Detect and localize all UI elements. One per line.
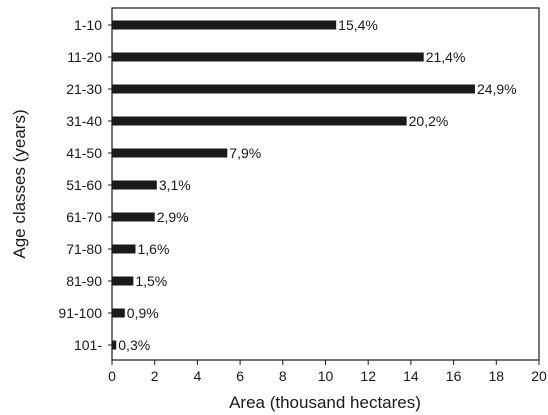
data-label-71-80: 1,6%	[137, 241, 169, 257]
data-label-101-: 0,3%	[118, 337, 150, 353]
y-tick-label-41-50: 41-50	[66, 145, 102, 161]
x-tick-label-14: 14	[403, 368, 419, 384]
y-tick-labels: 1-10 11-20 21-30 31-40 41-50 51-60 61-70 71-80 8…	[58, 17, 112, 353]
x-axis: 0 2 4 6 8 10 12 14 16 18 20	[108, 360, 547, 384]
bar-61-70	[112, 212, 155, 222]
x-tick-label-10: 10	[318, 368, 334, 384]
y-tick-label-91-100: 91-100	[58, 305, 102, 321]
y-tick-label-1-10: 1-10	[74, 17, 102, 33]
data-label-41-50: 7,9%	[229, 145, 261, 161]
bar-51-60	[112, 180, 157, 190]
data-label-81-90: 1,5%	[135, 273, 167, 289]
plot-frame	[111, 7, 540, 361]
y-tick-label-81-90: 81-90	[66, 273, 102, 289]
data-label-51-60: 3,1%	[159, 177, 191, 193]
x-tick-label-18: 18	[489, 368, 505, 384]
x-tick-label-8: 8	[279, 368, 287, 384]
x-tick-label-2: 2	[151, 368, 159, 384]
data-label-61-70: 2,9%	[157, 209, 189, 225]
y-tick-label-51-60: 51-60	[66, 177, 102, 193]
y-tick-label-31-40: 31-40	[66, 113, 102, 129]
y-tick-label-61-70: 61-70	[66, 209, 102, 225]
bars-group: 15,4% 21,4% 24,9% 20,2% 7,9% 3,1% 2,9% 1,6% 1,5%…	[112, 17, 517, 353]
y-tick-label-21-30: 21-30	[66, 81, 102, 97]
bar-21-30	[112, 84, 475, 94]
data-label-1-10: 15,4%	[338, 17, 378, 33]
data-label-11-20: 21,4%	[426, 49, 466, 65]
x-tick-label-12: 12	[360, 368, 376, 384]
data-label-91-100: 0,9%	[127, 305, 159, 321]
y-tick-label-101-: 101-	[74, 337, 102, 353]
bar-31-40	[112, 116, 407, 126]
bar-1-10	[112, 20, 337, 30]
bar-71-80	[112, 244, 136, 254]
x-tick-label-0: 0	[108, 368, 116, 384]
y-tick-label-11-20: 11-20	[67, 49, 102, 65]
bar-11-20	[112, 52, 424, 62]
y-axis-title: Age classes (years)	[10, 109, 29, 258]
data-label-21-30: 24,9%	[477, 81, 517, 97]
x-tick-label-16: 16	[446, 368, 462, 384]
x-axis-title: Area (thousand hectares)	[229, 393, 421, 412]
y-tick-label-71-80: 71-80	[66, 241, 102, 257]
data-label-31-40: 20,2%	[409, 113, 449, 129]
bar-91-100	[112, 308, 125, 318]
bar-101-	[112, 340, 117, 350]
x-tick-label-20: 20	[531, 368, 547, 384]
x-tick-label-6: 6	[236, 368, 244, 384]
x-tick-label-4: 4	[194, 368, 202, 384]
bar-41-50	[112, 148, 228, 158]
bar-81-90	[112, 276, 134, 286]
